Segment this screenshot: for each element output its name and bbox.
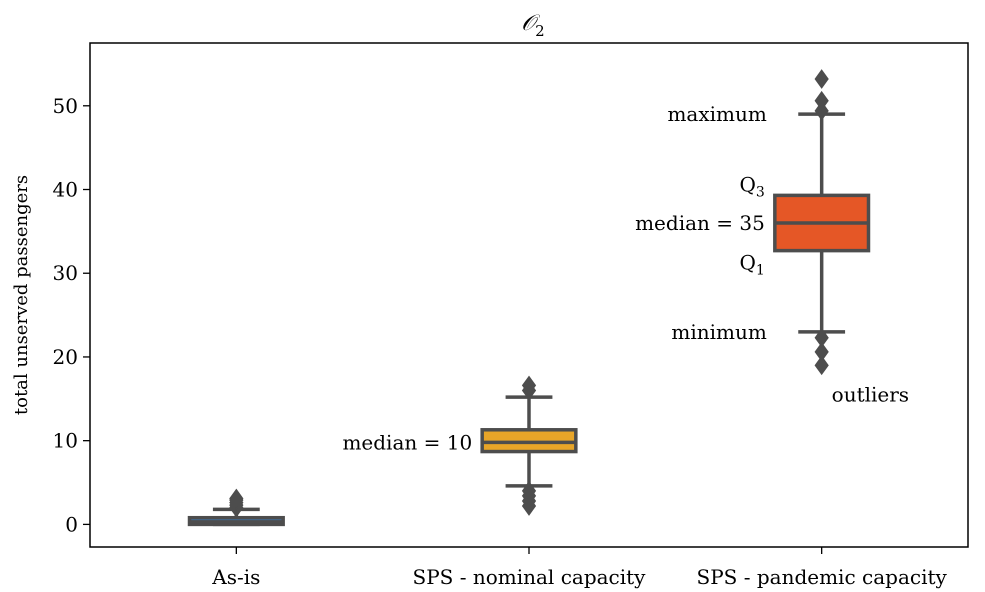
y-tick-label: 30 (53, 261, 78, 285)
annotations: median = 10 maximum Q3 median = 35 Q1 minimum… (342, 102, 909, 454)
annotation-median-35: median = 35 (635, 211, 765, 235)
annotation-maximum: maximum (667, 102, 766, 126)
boxes (187, 69, 871, 527)
y-axis-label: total unserved passengers (11, 175, 32, 415)
y-tick-label: 10 (53, 429, 78, 453)
y-tick-label: 40 (53, 178, 78, 202)
outlier-point (814, 355, 829, 376)
annotation-median-10: median = 10 (342, 430, 472, 454)
outlier-point (521, 481, 537, 501)
x-tick-label: SPS - nominal capacity (413, 565, 647, 589)
outlier-point (521, 375, 537, 396)
box-2 (773, 69, 871, 376)
y-tick-label: 20 (53, 345, 78, 369)
x-axis: As-is SPS - nominal capacity SPS - pandemi… (211, 547, 948, 589)
outlier-point (229, 488, 244, 509)
box-1 (480, 375, 578, 516)
chart-title: 𝒪2 (521, 11, 544, 40)
outlier-point (814, 100, 829, 121)
annotation-q1: Q1 (740, 250, 765, 278)
box-0 (187, 488, 285, 527)
annotation-outliers: outliers (832, 383, 909, 407)
x-tick-label: SPS - pandemic capacity (697, 565, 948, 589)
x-tick-label: As-is (211, 565, 260, 589)
annotation-minimum: minimum (671, 320, 766, 344)
y-tick-label: 50 (53, 94, 78, 118)
outlier-point (814, 342, 829, 362)
outlier-point (814, 327, 829, 348)
outlier-point (814, 90, 829, 111)
outlier-point (814, 69, 829, 89)
annotation-q3: Q3 (740, 172, 765, 200)
chart-title-subscript: 2 (535, 22, 545, 40)
y-axis: 0 10 20 30 40 50 (53, 94, 90, 536)
y-tick-label: 0 (65, 512, 78, 536)
